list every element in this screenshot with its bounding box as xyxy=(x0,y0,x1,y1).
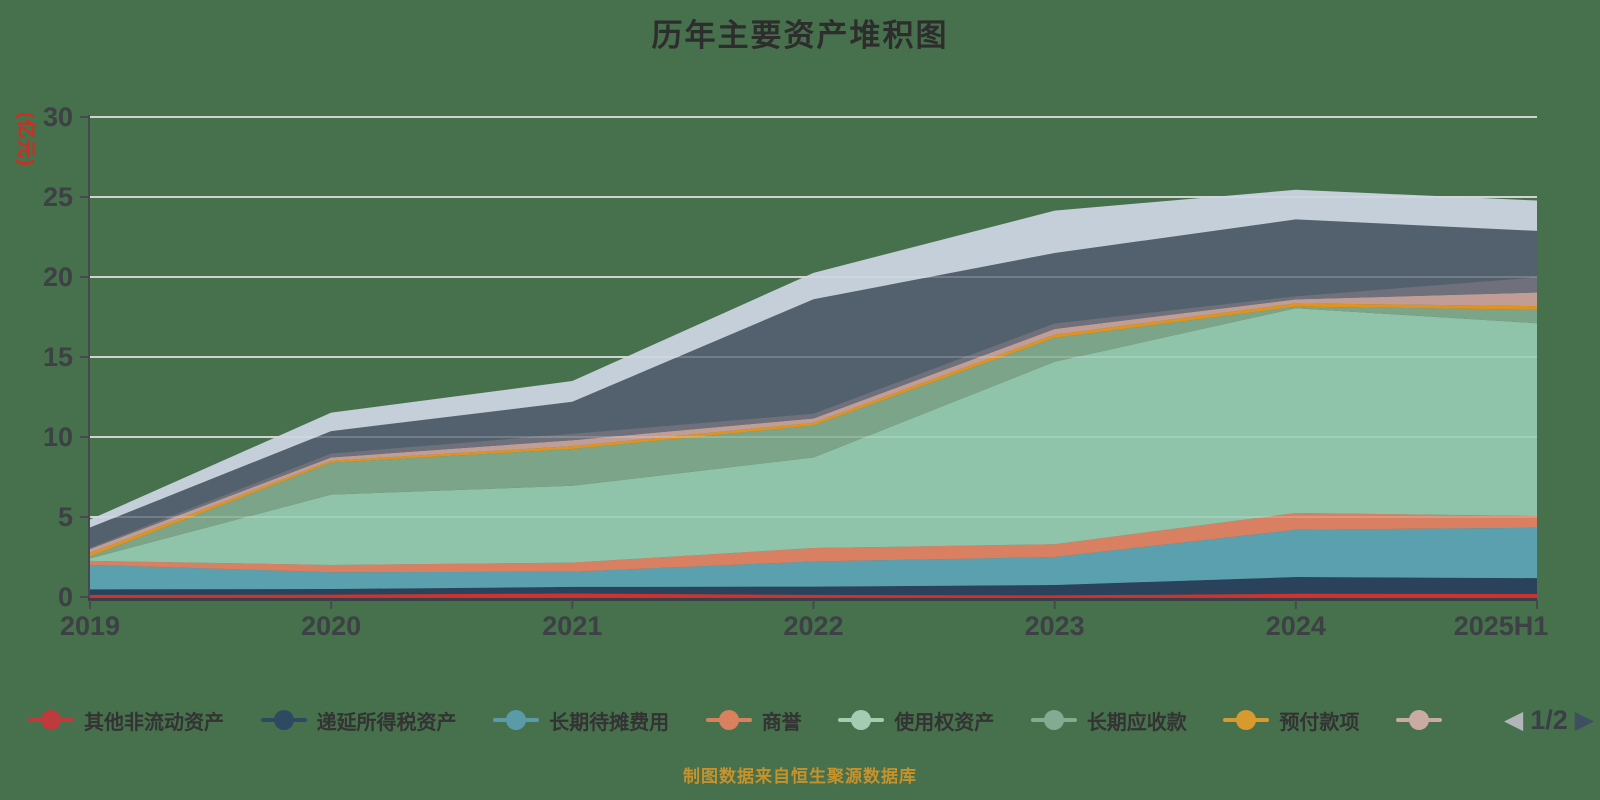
legend-item-label: 递延所得税资产 xyxy=(316,711,457,734)
x-tick-label: 2023 xyxy=(1025,611,1085,641)
x-tick-label: 2024 xyxy=(1266,611,1326,641)
legend-item-预付款项[interactable]: 预付款项 xyxy=(1223,706,1359,735)
legend-line-dot-icon xyxy=(1223,709,1270,731)
area-长期应收款 xyxy=(90,306,1537,559)
legend-item-label: 预付款项 xyxy=(1279,711,1360,734)
area-商誉 xyxy=(90,513,1537,573)
legend-item-label: 商誉 xyxy=(761,711,802,734)
page-title: 历年主要资产堆积图 xyxy=(651,18,949,53)
legend-line-dot-icon xyxy=(1395,709,1442,731)
legend-item-其他非流动资产[interactable]: 其他非流动资产 xyxy=(28,706,224,735)
y-tick-label: 25 xyxy=(43,182,73,212)
legend-item-unlabeled-8[interactable] xyxy=(1395,709,1442,731)
legend-line-dot-icon xyxy=(705,709,752,731)
y-tick-label: 10 xyxy=(43,422,73,452)
x-tick-label: 2020 xyxy=(301,611,361,641)
area-其他非流动资产 xyxy=(90,593,1537,597)
legend-item-label: 长期应收款 xyxy=(1086,711,1187,734)
legend-item-label: 长期待摊费用 xyxy=(549,711,670,734)
legend-line-dot-icon xyxy=(1030,709,1077,731)
legend-item-label: 其他非流动资产 xyxy=(84,711,224,734)
legend-item-递延所得税资产[interactable]: 递延所得税资产 xyxy=(260,706,457,735)
y-tick-label: 20 xyxy=(43,262,73,292)
legend-page-indicator: 1/2 xyxy=(1530,704,1568,735)
area-使用权资产 xyxy=(90,308,1537,565)
source-note: 制图数据来自恒生聚源数据库 xyxy=(683,767,917,786)
x-tick-label: 2021 xyxy=(542,611,602,641)
x-tick-label: 2025H1 xyxy=(1454,611,1549,641)
legend-line-dot-icon xyxy=(260,709,307,731)
y-tick-label: 15 xyxy=(43,342,73,372)
legend-item-label: 使用权资产 xyxy=(894,711,995,734)
legend-pager: ◀ 1/2 ▶ xyxy=(1504,700,1594,740)
legend-line-dot-icon xyxy=(493,709,540,731)
x-tick-label: 2019 xyxy=(60,611,120,641)
legend-line-dot-icon xyxy=(28,709,74,731)
stacked-area-chart: 0 5 10 15 20 25 30 2019 2020 2021 2022 2023 2024 2025… xyxy=(43,102,1549,641)
y-tick-label: 0 xyxy=(58,582,73,612)
area-series-8 xyxy=(90,292,1537,553)
area-series-11 xyxy=(90,189,1537,528)
area-series-10 xyxy=(90,219,1537,548)
legend-next-page-icon[interactable]: ▶ xyxy=(1574,705,1594,734)
x-tick-label: 2022 xyxy=(783,611,843,641)
legend-item-长期待摊费用[interactable]: 长期待摊费用 xyxy=(493,706,669,735)
legend-item-长期应收款[interactable]: 长期应收款 xyxy=(1030,706,1187,735)
legend-prev-page-icon[interactable]: ◀ xyxy=(1503,705,1524,734)
area-递延所得税资产 xyxy=(90,577,1537,596)
legend-line-dot-icon xyxy=(838,709,885,731)
legend: 其他非流动资产 递延所得税资产 长期待摊费用 商誉 使用权资产 长期应收款 预付款项 xyxy=(28,698,1442,742)
legend-item-使用权资产[interactable]: 使用权资产 xyxy=(838,706,994,735)
area-长期待摊费用 xyxy=(90,527,1537,590)
y-tick-label: 5 xyxy=(58,502,73,532)
legend-item-商誉[interactable]: 商誉 xyxy=(705,706,802,735)
y-tick-label: 30 xyxy=(43,102,73,132)
